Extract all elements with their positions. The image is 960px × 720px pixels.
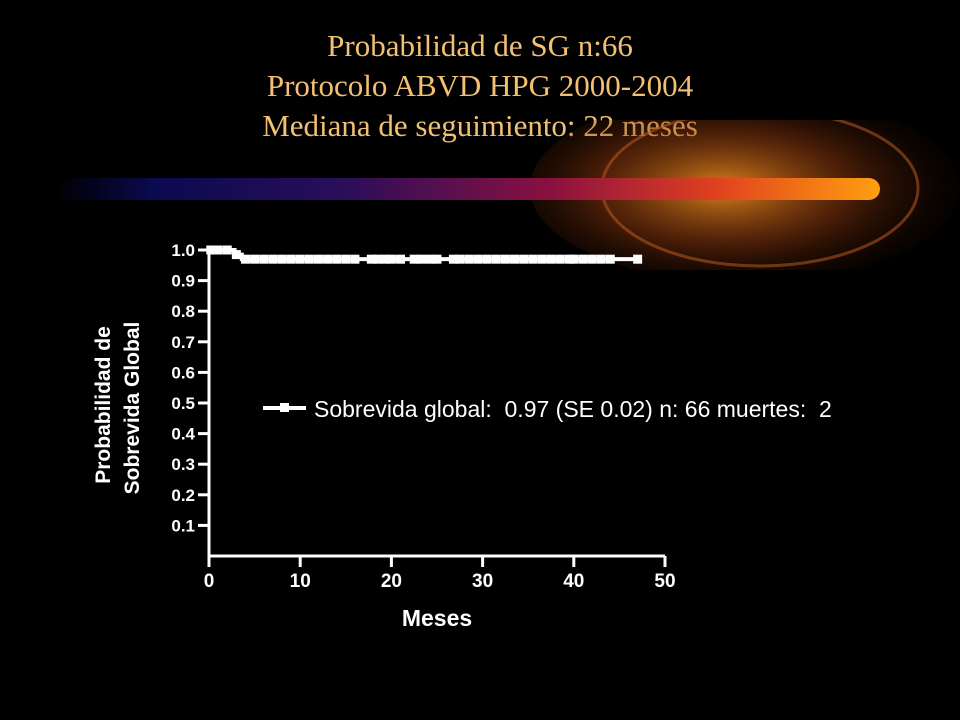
censor-mark bbox=[286, 254, 296, 264]
x-axis-label: Meses bbox=[402, 605, 472, 631]
legend-marker bbox=[280, 403, 289, 412]
censor-mark bbox=[373, 254, 383, 264]
censor-mark bbox=[448, 254, 458, 264]
decorative-bar bbox=[55, 178, 880, 200]
legend: Sobrevida global: 0.97 (SE 0.02) n: 66 m… bbox=[263, 396, 832, 422]
censor-mark bbox=[313, 254, 323, 264]
censor-mark bbox=[231, 250, 241, 260]
y-axis-label-line-2: Sobrevida Global bbox=[121, 322, 144, 495]
censor-mark bbox=[482, 254, 492, 264]
y-tick-label: 0.8 bbox=[171, 302, 195, 321]
censor-mark bbox=[587, 254, 597, 264]
censor-mark bbox=[633, 254, 643, 264]
x-tick-label: 30 bbox=[472, 571, 493, 592]
x-tick-label: 0 bbox=[204, 571, 215, 592]
title-line-2: Protocolo ABVD HPG 2000-2004 bbox=[266, 68, 694, 103]
censor-mark bbox=[386, 254, 396, 264]
censor-mark bbox=[455, 254, 465, 264]
censor-mark bbox=[332, 254, 342, 264]
y-tick-label: 0.4 bbox=[171, 425, 195, 444]
censor-mark bbox=[240, 254, 250, 264]
title-line-1: Probabilidad de SG n:66 bbox=[327, 28, 633, 63]
y-tick-label: 0.9 bbox=[171, 272, 195, 291]
censor-mark bbox=[268, 254, 278, 264]
x-ticks: 0 10 20 30 40 50 bbox=[204, 556, 676, 592]
censor-mark bbox=[206, 245, 216, 255]
censor-mark bbox=[341, 254, 351, 264]
censor-mark bbox=[528, 254, 538, 264]
censor-mark bbox=[569, 254, 579, 264]
censor-mark bbox=[555, 254, 565, 264]
y-tick-label: 1.0 bbox=[171, 241, 195, 260]
censor-mark bbox=[304, 254, 314, 264]
censor-mark bbox=[510, 254, 520, 264]
y-tick-label: 0.1 bbox=[171, 516, 195, 535]
legend-label: Sobrevida global: 0.97 (SE 0.02) n: 66 m… bbox=[314, 396, 832, 422]
y-tick-label: 0.6 bbox=[171, 363, 195, 382]
censor-mark bbox=[366, 254, 376, 264]
y-tick-label: 0.3 bbox=[171, 455, 195, 474]
censor-mark bbox=[350, 254, 360, 264]
x-axis: 0 10 20 30 40 50 Meses bbox=[204, 554, 676, 631]
y-axis: 0.1 0.2 0.3 0.4 0.5 0.6 0.7 0.8 0.9 1.0 Probabili… bbox=[92, 241, 211, 556]
x-tick-label: 10 bbox=[290, 571, 311, 592]
series-layer bbox=[206, 245, 643, 264]
y-axis-label-line-1: Probabilidad de bbox=[92, 326, 115, 484]
censor-mark bbox=[213, 245, 223, 255]
censor-mark bbox=[473, 254, 483, 264]
censor-mark bbox=[546, 254, 556, 264]
censor-mark bbox=[259, 254, 269, 264]
censor-mark bbox=[464, 254, 474, 264]
decorative-gradient-bar bbox=[55, 120, 960, 270]
censor-mark bbox=[409, 254, 419, 264]
censor-mark bbox=[519, 254, 529, 264]
censor-mark bbox=[323, 254, 333, 264]
x-tick-label: 20 bbox=[381, 571, 402, 592]
censor-mark bbox=[396, 254, 406, 264]
censor-mark bbox=[500, 254, 510, 264]
censor-mark bbox=[295, 254, 305, 264]
censor-mark bbox=[596, 254, 606, 264]
censor-mark bbox=[491, 254, 501, 264]
x-tick-label: 40 bbox=[563, 571, 584, 592]
censor-mark bbox=[537, 254, 547, 264]
y-ticks: 0.1 0.2 0.3 0.4 0.5 0.6 0.7 0.8 0.9 1.0 bbox=[171, 241, 209, 535]
y-tick-label: 0.2 bbox=[171, 486, 195, 505]
censor-mark bbox=[416, 254, 426, 264]
censor-mark bbox=[425, 254, 435, 264]
censor-mark bbox=[578, 254, 588, 264]
y-tick-label: 0.7 bbox=[171, 333, 195, 352]
x-tick-label: 50 bbox=[654, 571, 675, 592]
censor-mark bbox=[250, 254, 260, 264]
censor-mark bbox=[277, 254, 287, 264]
censor-mark bbox=[222, 245, 232, 255]
y-tick-label: 0.5 bbox=[171, 394, 195, 413]
censor-mark bbox=[605, 254, 615, 264]
censor-mark bbox=[380, 254, 390, 264]
censor-mark bbox=[564, 254, 574, 264]
censor-mark bbox=[432, 254, 442, 264]
